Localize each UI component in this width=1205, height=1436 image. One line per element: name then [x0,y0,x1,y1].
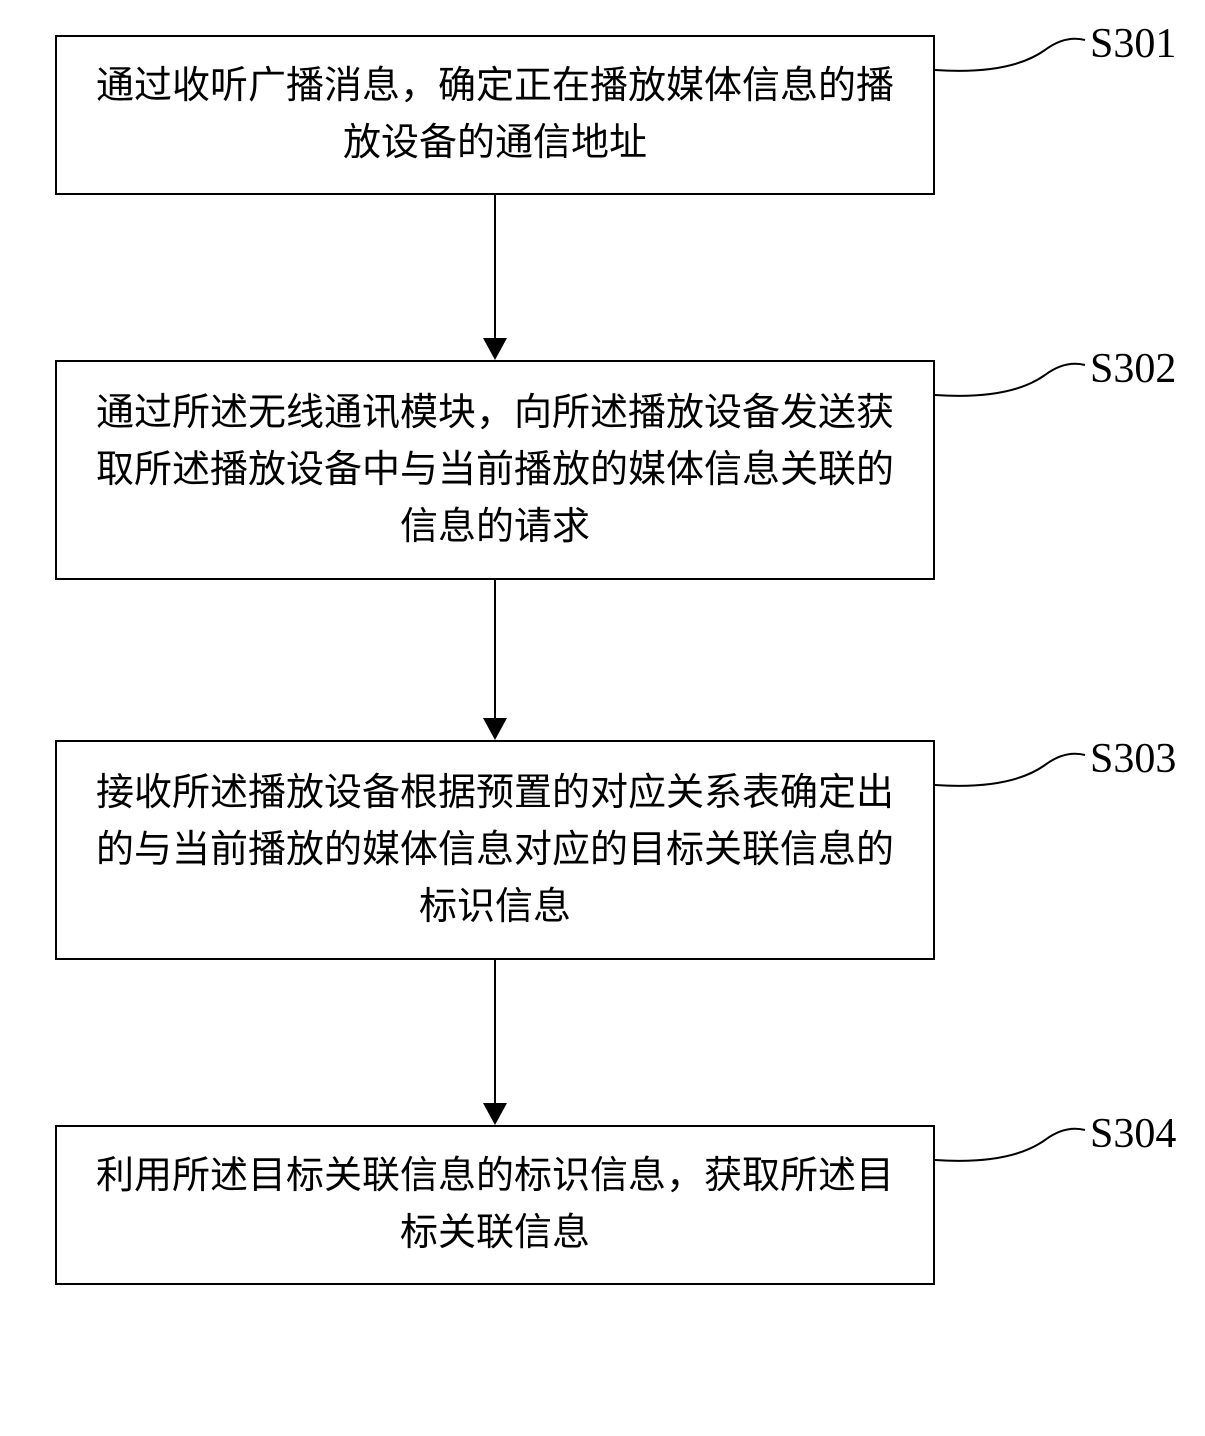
flowchart-step-2: 通过所述无线通讯模块，向所述播放设备发送获取所述播放设备中与当前播放的媒体信息关… [55,360,935,580]
flowchart-step-3: 接收所述播放设备根据预置的对应关系表确定出的与当前播放的媒体信息对应的目标关联信… [55,740,935,960]
arrow-3-head [483,1103,507,1125]
connector-curve-3 [935,745,1090,795]
connector-curve-4 [935,1120,1090,1170]
flowchart-step-1-text: 通过收听广播消息，确定正在播放媒体信息的播放设备的通信地址 [87,58,903,172]
flowchart-step-3-text: 接收所述播放设备根据预置的对应关系表确定出的与当前播放的媒体信息对应的目标关联信… [87,765,903,936]
connector-curve-1 [935,30,1090,80]
flowchart-step-2-text: 通过所述无线通讯模块，向所述播放设备发送获取所述播放设备中与当前播放的媒体信息关… [87,385,903,556]
flowchart-step-4-text: 利用所述目标关联信息的标识信息，获取所述目标关联信息 [87,1148,903,1262]
arrow-1 [494,195,496,338]
step-label-1: S301 [1090,20,1176,68]
arrow-3 [494,960,496,1103]
step-label-3: S303 [1090,735,1176,783]
arrow-1-head [483,338,507,360]
flowchart-container: 通过收听广播消息，确定正在播放媒体信息的播放设备的通信地址 S301 通过所述无… [0,0,1205,1436]
step-label-2: S302 [1090,345,1176,393]
flowchart-step-1: 通过收听广播消息，确定正在播放媒体信息的播放设备的通信地址 [55,35,935,195]
arrow-2-head [483,718,507,740]
step-label-4: S304 [1090,1110,1176,1158]
arrow-2 [494,580,496,718]
flowchart-step-4: 利用所述目标关联信息的标识信息，获取所述目标关联信息 [55,1125,935,1285]
connector-curve-2 [935,355,1090,405]
